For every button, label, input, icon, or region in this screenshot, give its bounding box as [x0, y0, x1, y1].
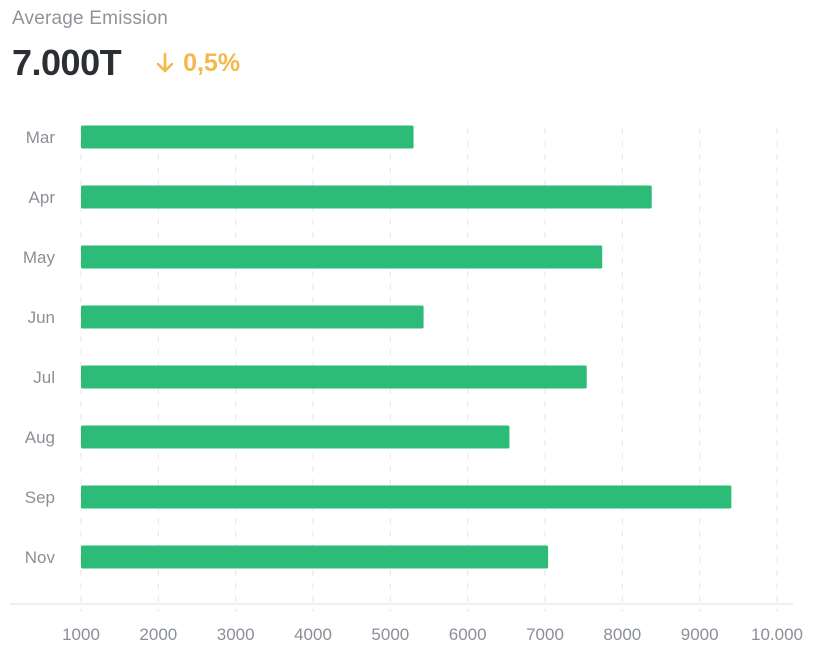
category-label-nov: Nov	[25, 548, 56, 567]
x-tick-label: 5000	[371, 625, 409, 644]
kpi-change: 0,5%	[155, 49, 240, 78]
x-tick-label: 8000	[603, 625, 641, 644]
category-label-jul: Jul	[33, 368, 55, 387]
grid-lines	[80, 128, 778, 612]
category-label-sep: Sep	[25, 488, 55, 507]
category-label-aug: Aug	[25, 428, 55, 447]
x-tick-label: 1000	[62, 625, 100, 644]
kpi-row: 7.000T 0,5%	[12, 42, 240, 84]
bar-jun	[81, 305, 424, 329]
x-tick-label: 4000	[294, 625, 332, 644]
header: Average Emission 7.000T 0,5%	[12, 8, 240, 84]
bar-may	[81, 245, 603, 269]
bar-nov	[81, 545, 549, 569]
category-label-mar: Mar	[26, 128, 56, 147]
x-tick-label: 3000	[217, 625, 255, 644]
kpi-value: 7.000T	[12, 42, 122, 83]
card-subtitle: Average Emission	[12, 8, 168, 29]
x-tick-label: 6000	[449, 625, 487, 644]
bar-sep	[81, 485, 732, 509]
bar-aug	[81, 425, 510, 449]
category-label-may: May	[23, 248, 56, 267]
x-tick-label: 7000	[526, 625, 564, 644]
kpi-change-value: 0,5%	[183, 48, 241, 77]
bar-mar	[81, 125, 414, 149]
category-labels: Mar Apr May Jun Jul Aug Sep Nov	[23, 128, 56, 567]
bars	[81, 125, 732, 569]
arrow-down-icon	[156, 52, 174, 73]
x-tick-label: 9000	[681, 625, 719, 644]
bar-jul	[81, 365, 587, 389]
x-tick-labels: 1000 2000 3000 4000 5000 6000 7000 8000 9000 10.0…	[62, 625, 803, 644]
category-label-jun: Jun	[28, 308, 55, 327]
category-label-apr: Apr	[29, 188, 56, 207]
x-tick-label: 10.000	[751, 625, 803, 644]
bar-apr	[81, 185, 652, 209]
x-tick-label: 2000	[139, 625, 177, 644]
